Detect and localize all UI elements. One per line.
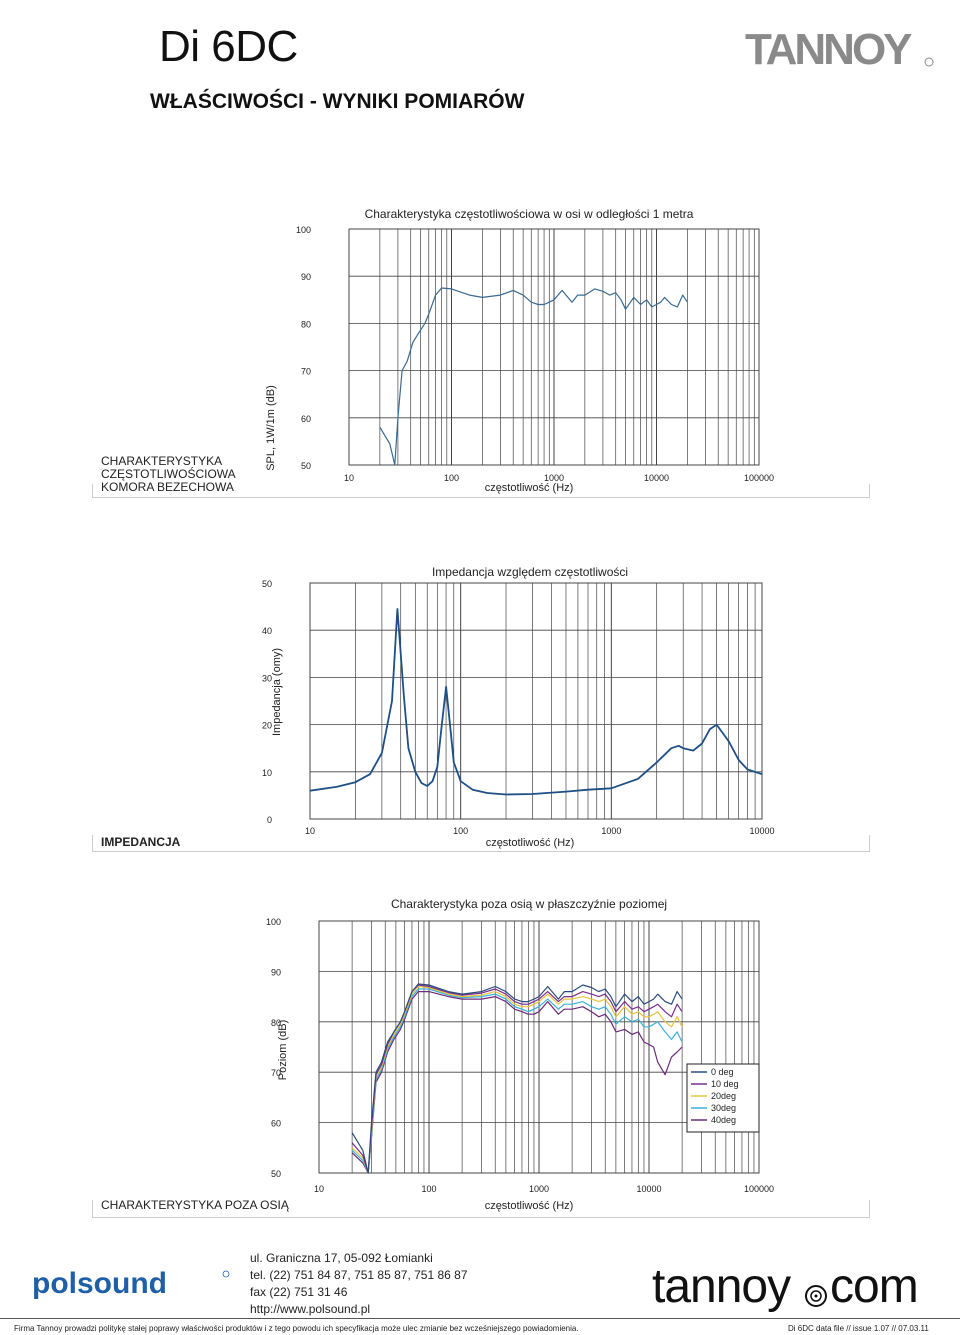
legend-entry: 0 deg xyxy=(711,1067,734,1077)
y-axis-label: Impedancja (omy) xyxy=(271,648,283,736)
footer-divider xyxy=(0,1318,960,1319)
x-axis-label: częstotliwość (Hz) xyxy=(485,1200,574,1212)
chart-legend: 0 deg 10 deg 20deg 30deg 40deg xyxy=(686,1063,760,1133)
plot-area xyxy=(309,582,763,820)
polsound-logo-text: polsound xyxy=(32,1268,167,1300)
polsound-logo: polsound xyxy=(32,1268,230,1300)
registered-mark-icon xyxy=(924,57,934,67)
x-tick-label: 100000 xyxy=(744,473,774,483)
tannoy-logo-text: TANNOY xyxy=(745,25,912,72)
y-axis-label: Poziom (dB) xyxy=(277,1020,289,1081)
impedance-chart: Impedancja względem częstotliwości Imped… xyxy=(262,565,775,849)
y-tick-label: 70 xyxy=(301,367,311,377)
x-tick-label: 10000 xyxy=(749,826,774,836)
y-tick-label: 60 xyxy=(301,414,311,424)
x-axis-label: częstotliwość (Hz) xyxy=(486,837,575,849)
page-subtitle: WŁAŚCIWOŚCI - WYNIKI POMIARÓW xyxy=(150,90,525,113)
y-tick-label: 60 xyxy=(271,1119,281,1129)
tannoy-logo: TANNOY xyxy=(745,25,934,72)
document-reference: Di 6DC data file // issue 1.07 // 07.03.… xyxy=(788,1324,929,1333)
y-tick-label: 100 xyxy=(296,225,311,235)
series-line xyxy=(351,990,683,1174)
y-tick-label: 90 xyxy=(301,272,311,282)
x-tick-label: 10 xyxy=(305,826,315,836)
x-tick-label: 100 xyxy=(421,1184,436,1194)
legend-entry: 30deg xyxy=(711,1103,736,1113)
x-tick-label: 10000 xyxy=(644,473,669,483)
y-tick-label: 20 xyxy=(262,721,272,731)
section-label-off-axis: CHARAKTERYSTYKA POZA OSIĄ xyxy=(101,1198,289,1212)
chart-title: Impedancja względem częstotliwości xyxy=(432,565,628,579)
disclaimer-text: Firma Tannoy prowadzi politykę stałej po… xyxy=(14,1324,579,1333)
series-line xyxy=(309,608,763,796)
y-tick-label: 40 xyxy=(262,626,272,636)
website-text-com: com xyxy=(830,1260,918,1313)
distributor-address: ul. Graniczna 17, 05-092 Łomianki tel. (… xyxy=(250,1250,468,1318)
y-axis-label: SPL, 1W/1m (dB) xyxy=(265,385,277,471)
phone-line: tel. (22) 751 84 87, 751 85 87, 751 86 8… xyxy=(250,1268,468,1282)
x-tick-label: 1000 xyxy=(601,826,621,836)
model-title: Di 6DC xyxy=(159,22,298,71)
y-tick-label: 50 xyxy=(271,1169,281,1179)
tannoy-swirl-icon xyxy=(805,1285,827,1307)
chart-title: Charakterystyka częstotliwościowa w osi … xyxy=(365,207,694,221)
y-tick-label: 70 xyxy=(271,1068,281,1078)
series-line xyxy=(379,287,688,466)
x-tick-label: 10 xyxy=(314,1184,324,1194)
y-tick-label: 100 xyxy=(266,917,281,927)
y-tick-label: 90 xyxy=(271,967,281,977)
website-link[interactable]: http://www.polsound.pl xyxy=(250,1302,371,1316)
x-tick-label: 10 xyxy=(344,473,354,483)
x-tick-label: 1000 xyxy=(529,1184,549,1194)
address-line: ul. Graniczna 17, 05-092 Łomianki xyxy=(250,1251,433,1265)
series-line xyxy=(351,983,683,1174)
tannoy-website-logo: tannoy com xyxy=(652,1260,919,1313)
legend-entry: 10 deg xyxy=(711,1079,739,1089)
frequency-response-chart: Charakterystyka częstotliwościowa w osi … xyxy=(265,207,774,494)
x-tick-label: 1000 xyxy=(544,473,564,483)
y-tick-label: 50 xyxy=(262,579,272,589)
chart-title: Charakterystyka poza osią w płaszczyźnie… xyxy=(391,897,667,911)
legend-entry: 40deg xyxy=(711,1115,736,1125)
section-label-impedance: IMPEDANCJA xyxy=(101,835,181,849)
y-tick-label: 50 xyxy=(301,461,311,471)
x-tick-label: 10000 xyxy=(636,1184,661,1194)
y-tick-label: 30 xyxy=(262,673,272,683)
x-tick-label: 100000 xyxy=(744,1184,774,1194)
legend-entry: 20deg xyxy=(711,1091,736,1101)
series-line xyxy=(351,984,683,1174)
y-tick-label: 80 xyxy=(301,319,311,329)
website-text-tannoy: tannoy xyxy=(652,1260,791,1313)
y-tick-label: 80 xyxy=(271,1018,281,1028)
series-line xyxy=(351,988,683,1174)
fax-line: fax (22) 751 31 46 xyxy=(250,1285,348,1299)
series-line xyxy=(351,985,683,1174)
off-axis-chart: Charakterystyka poza osią w płaszczyźnie… xyxy=(266,897,774,1212)
section-label-frequency-response: CHARAKTERYSTYKA CZĘSTOTLIWOŚCIOWA KOMORA… xyxy=(101,454,236,494)
x-tick-label: 100 xyxy=(453,826,468,836)
y-tick-label: 10 xyxy=(262,768,272,778)
x-tick-label: 100 xyxy=(444,473,459,483)
registered-mark-icon xyxy=(222,1270,230,1278)
y-tick-label: 0 xyxy=(267,815,272,825)
x-axis-label: częstotliwość (Hz) xyxy=(485,482,574,494)
